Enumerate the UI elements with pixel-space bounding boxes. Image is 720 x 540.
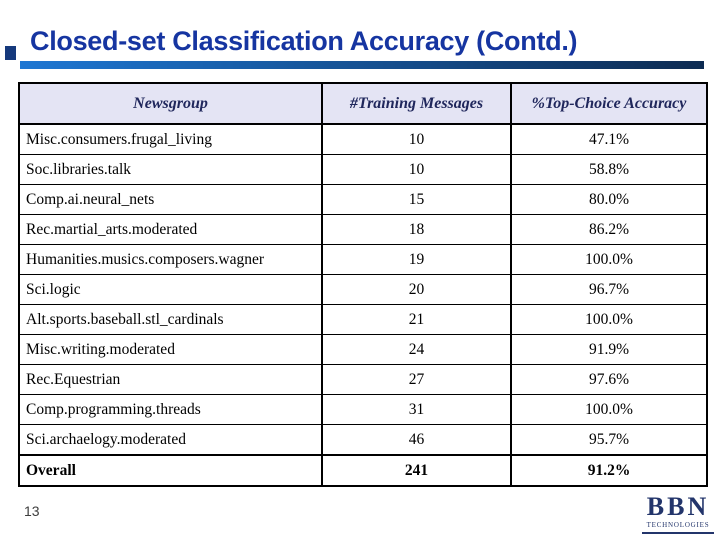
page-number: 13	[24, 503, 40, 519]
cell-training-messages: 18	[321, 214, 512, 245]
cell-accuracy: 97.6%	[510, 364, 708, 395]
cell-accuracy: 91.2%	[510, 454, 708, 487]
cell-accuracy: 47.1%	[510, 123, 708, 155]
cell-training-messages: 46	[321, 424, 512, 456]
bbn-logo-text: BBN	[646, 492, 710, 521]
cell-training-messages: 10	[321, 154, 512, 185]
cell-training-messages: 27	[321, 364, 512, 395]
table-row: Misc.writing.moderated 24 91.9%	[18, 334, 708, 365]
col-header-training-messages: #Training Messages	[321, 82, 512, 125]
cell-training-messages: 20	[321, 274, 512, 305]
table-row: Sci.archaelogy.moderated 46 95.7%	[18, 424, 708, 456]
cell-training-messages: 15	[321, 184, 512, 215]
cell-accuracy: 58.8%	[510, 154, 708, 185]
slide-title: Closed-set Classification Accuracy (Cont…	[30, 26, 578, 56]
title-underline-bar	[20, 61, 704, 69]
cell-accuracy: 80.0%	[510, 184, 708, 215]
table-row-overall: Overall 241 91.2%	[18, 454, 708, 487]
cell-training-messages: 10	[321, 123, 512, 155]
accuracy-table: Newsgroup #Training Messages %Top-Choice…	[18, 82, 708, 487]
table-row: Soc.libraries.talk 10 58.8%	[18, 154, 708, 185]
cell-accuracy: 86.2%	[510, 214, 708, 245]
cell-newsgroup: Sci.archaelogy.moderated	[18, 424, 323, 456]
cell-newsgroup: Soc.libraries.talk	[18, 154, 323, 185]
cell-accuracy: 100.0%	[510, 394, 708, 425]
table-row: Misc.consumers.frugal_living 10 47.1%	[18, 123, 708, 155]
table-row: Sci.logic 20 96.7%	[18, 274, 708, 305]
cell-accuracy: 96.7%	[510, 274, 708, 305]
table-row: Comp.ai.neural_nets 15 80.0%	[18, 184, 708, 215]
cell-accuracy: 100.0%	[510, 244, 708, 275]
cell-newsgroup: Humanities.musics.composers.wagner	[18, 244, 323, 275]
cell-newsgroup: Alt.sports.baseball.stl_cardinals	[18, 304, 323, 335]
bbn-logo-subtitle: TECHNOLOGIES	[646, 521, 710, 529]
cell-newsgroup: Overall	[18, 454, 323, 487]
cell-accuracy: 100.0%	[510, 304, 708, 335]
cell-newsgroup: Misc.consumers.frugal_living	[18, 123, 323, 155]
cell-newsgroup: Misc.writing.moderated	[18, 334, 323, 365]
col-header-newsgroup: Newsgroup	[18, 82, 323, 125]
cell-training-messages: 21	[321, 304, 512, 335]
cell-newsgroup: Rec.martial_arts.moderated	[18, 214, 323, 245]
col-header-top-choice-accuracy: %Top-Choice Accuracy	[510, 82, 708, 125]
table-row: Humanities.musics.composers.wagner 19 10…	[18, 244, 708, 275]
table-header-row: Newsgroup #Training Messages %Top-Choice…	[18, 82, 708, 125]
cell-training-messages: 241	[321, 454, 512, 487]
cell-accuracy: 95.7%	[510, 424, 708, 456]
cell-accuracy: 91.9%	[510, 334, 708, 365]
cell-newsgroup: Rec.Equestrian	[18, 364, 323, 395]
bbn-logo: BBN TECHNOLOGIES	[642, 494, 714, 534]
table-row: Rec.martial_arts.moderated 18 86.2%	[18, 214, 708, 245]
cell-training-messages: 24	[321, 334, 512, 365]
cell-newsgroup: Comp.programming.threads	[18, 394, 323, 425]
cell-training-messages: 31	[321, 394, 512, 425]
cell-newsgroup: Comp.ai.neural_nets	[18, 184, 323, 215]
table-row: Comp.programming.threads 31 100.0%	[18, 394, 708, 425]
cell-newsgroup: Sci.logic	[18, 274, 323, 305]
table-row: Rec.Equestrian 27 97.6%	[18, 364, 708, 395]
title-bullet-square-icon	[5, 46, 16, 60]
cell-training-messages: 19	[321, 244, 512, 275]
table-row: Alt.sports.baseball.stl_cardinals 21 100…	[18, 304, 708, 335]
